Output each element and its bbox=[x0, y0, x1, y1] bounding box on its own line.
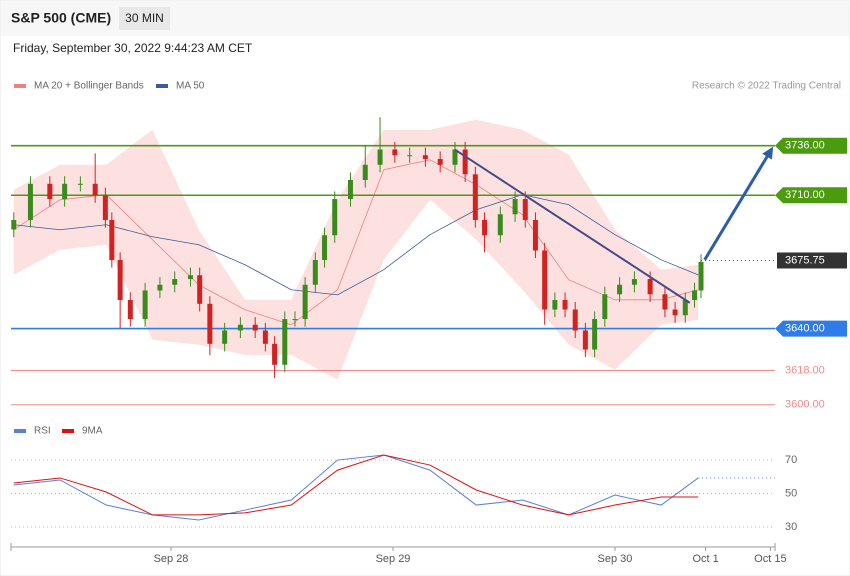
candle-body bbox=[157, 284, 163, 291]
candle-body bbox=[482, 220, 488, 236]
rsi-tick-label: 30 bbox=[785, 521, 797, 533]
candle-body bbox=[662, 294, 668, 310]
last-price-box bbox=[777, 252, 847, 269]
timeframe[interactable]: 30 MIN bbox=[125, 11, 164, 25]
rsi-line bbox=[13, 454, 699, 516]
candle-body bbox=[302, 284, 308, 320]
rsi-tick-label: 50 bbox=[785, 487, 797, 499]
candle-body bbox=[631, 279, 637, 285]
candle-body bbox=[552, 300, 558, 310]
candle-body bbox=[237, 324, 243, 331]
candle-body bbox=[522, 199, 528, 220]
candle-body bbox=[92, 183, 98, 196]
legend-label: RSI bbox=[34, 426, 51, 437]
candle-body bbox=[312, 260, 318, 285]
candle-body bbox=[109, 220, 115, 260]
level-label: 3618.00 bbox=[785, 364, 825, 376]
rsi-line bbox=[13, 454, 699, 521]
legend-swatch bbox=[156, 84, 168, 88]
forecast-arrow bbox=[703, 152, 771, 261]
subtitle: Friday, September 30, 2022 9:44:23 AM CE… bbox=[13, 41, 253, 55]
candle-body bbox=[362, 164, 368, 180]
legend-label: MA 50 bbox=[176, 81, 205, 92]
level-label: 3600.00 bbox=[785, 399, 825, 411]
candle-body bbox=[292, 319, 298, 321]
candle-body bbox=[672, 309, 678, 316]
candle-body bbox=[47, 183, 53, 200]
x-tick-label: Sep 28 bbox=[154, 553, 189, 565]
candle-body bbox=[562, 300, 568, 310]
candle-body bbox=[142, 290, 148, 320]
candle-body bbox=[472, 174, 478, 220]
candle-body bbox=[617, 284, 623, 295]
candle-body bbox=[377, 149, 383, 165]
level-label: 3640.00 bbox=[785, 322, 825, 334]
candle-body bbox=[422, 155, 428, 160]
legend-label: 9MA bbox=[82, 426, 103, 437]
candle-body bbox=[262, 330, 268, 344]
candle-body bbox=[682, 300, 688, 316]
x-tick-label: Sep 30 bbox=[598, 553, 633, 565]
candle-body bbox=[127, 300, 133, 320]
candle-body bbox=[452, 149, 458, 165]
candle-body bbox=[207, 303, 213, 344]
x-tick-label: Oct 1 bbox=[692, 553, 718, 565]
candle-body bbox=[698, 261, 704, 291]
candle-body bbox=[602, 294, 608, 320]
candle-body bbox=[102, 195, 108, 220]
candle-body bbox=[172, 279, 178, 285]
chart-title: S&P 500 (CME) bbox=[11, 10, 111, 26]
legend-swatch bbox=[14, 429, 26, 433]
candle-body bbox=[347, 180, 353, 200]
bollinger-band bbox=[13, 119, 699, 380]
arrow-head bbox=[762, 146, 774, 160]
trendline bbox=[454, 148, 691, 304]
candle-body bbox=[197, 275, 203, 304]
candle-body bbox=[77, 183, 83, 185]
candle-body bbox=[497, 214, 503, 236]
candle-body bbox=[62, 183, 68, 200]
candle-body bbox=[542, 250, 548, 310]
timeframe-box[interactable] bbox=[119, 7, 170, 30]
candle-body bbox=[117, 260, 123, 300]
credit: Research © 2022 Trading Central bbox=[692, 81, 841, 92]
candle-body bbox=[512, 199, 518, 215]
candle-body bbox=[11, 220, 17, 230]
legend-label: MA 20 + Bollinger Bands bbox=[34, 81, 144, 92]
candle-body bbox=[647, 279, 653, 295]
x-tick-label: Sep 29 bbox=[376, 553, 411, 565]
candle-body bbox=[437, 159, 443, 165]
level-box bbox=[775, 320, 847, 337]
candle-body bbox=[592, 319, 598, 350]
candle-body bbox=[27, 183, 33, 220]
candle-body bbox=[582, 330, 588, 350]
candle-body bbox=[692, 290, 698, 300]
level-box bbox=[775, 187, 847, 204]
legend-swatch bbox=[62, 429, 74, 433]
candle-body bbox=[392, 149, 398, 156]
level-label: 3710.00 bbox=[785, 189, 825, 201]
candle-body bbox=[187, 275, 193, 280]
level-label: 3736.00 bbox=[785, 140, 825, 152]
level-label: 3675.75 bbox=[785, 254, 825, 266]
candle-body bbox=[572, 309, 578, 331]
ma20-line bbox=[13, 159, 699, 326]
candle-body bbox=[222, 330, 228, 344]
rsi-tick-label: 70 bbox=[785, 454, 797, 466]
candle-body bbox=[282, 319, 288, 365]
ma50-line bbox=[13, 194, 699, 296]
candle-body bbox=[532, 220, 538, 251]
candle-body bbox=[332, 199, 338, 236]
candle-body bbox=[407, 155, 413, 157]
candle-body bbox=[322, 235, 328, 260]
candle-body bbox=[272, 343, 278, 365]
legend-swatch bbox=[14, 84, 26, 88]
x-tick-label: Oct 15 bbox=[754, 553, 786, 565]
candle-body bbox=[462, 149, 468, 175]
level-box bbox=[775, 137, 847, 154]
candle-body bbox=[252, 324, 258, 331]
